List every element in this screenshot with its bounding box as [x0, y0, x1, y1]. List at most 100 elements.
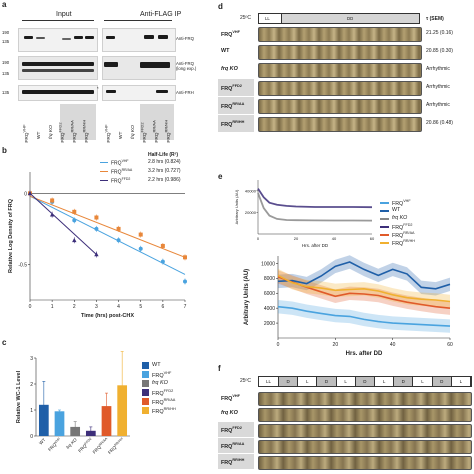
legend-swatch	[142, 407, 149, 414]
data-point	[183, 255, 187, 260]
x-axis-title: Hrs. after DD	[346, 351, 383, 357]
x-tick-label: FRQVHF	[47, 437, 62, 452]
blot-ip-frq	[102, 28, 176, 52]
legend-value: 3.2 hrs (0.727)	[148, 168, 181, 174]
x-tick-label: 2	[73, 304, 76, 310]
x-tick-label: 20	[333, 342, 339, 348]
race-tube	[258, 117, 422, 132]
ld-segment: D	[317, 377, 337, 386]
x-tick-label: 20	[294, 236, 299, 241]
legend-value: 2.2 hrs (0.986)	[148, 177, 181, 183]
y-axis-title: Arbitrary Units (AU)	[244, 269, 250, 325]
tau-value: 21.25 (0.16)	[426, 30, 453, 36]
ip-underline	[104, 20, 172, 21]
x-tick-label: FRQFFD2	[77, 437, 94, 454]
input-underline	[22, 20, 94, 21]
race-tube	[258, 27, 422, 42]
ld-segment: D	[394, 377, 414, 386]
lane-input-frqrrhh: FRQRR/HH	[81, 119, 90, 143]
race-tube	[258, 408, 472, 422]
ld-segment: L	[451, 377, 471, 386]
panel-c-label: c	[2, 338, 7, 347]
data-point	[50, 198, 55, 203]
strain-label: FRQVHF	[221, 30, 240, 38]
lane-ip-wt: WT	[119, 131, 124, 139]
x-tick-label: 0	[29, 304, 32, 310]
x-tick-label: WT	[38, 437, 47, 446]
x-axis-title: Hrs. after DD	[302, 243, 329, 248]
strain-label: WT	[221, 48, 230, 54]
band	[106, 90, 116, 93]
lane-ip-frqvhf: FRQVHF	[103, 124, 112, 143]
panel-f-label: f	[218, 364, 221, 373]
ld-cycle-bar: LL D L D L D L D L D L	[258, 376, 472, 387]
x-tick-label: 0	[257, 236, 260, 241]
legend-label: FRQRR/AA	[392, 231, 415, 239]
legend-label: FRQRR/AA	[152, 398, 176, 406]
race-tube	[258, 392, 472, 406]
data-point	[72, 218, 77, 223]
tau-value: 20.86 (0.48)	[426, 120, 453, 126]
legend-swatch	[380, 234, 389, 236]
y-tick-label: 1	[30, 408, 33, 414]
legend-label: FRQRR/AA	[111, 168, 133, 176]
x-tick-label: FRQRR/HH	[107, 436, 126, 455]
race-tube	[258, 81, 422, 96]
x-tick-label: 5	[139, 304, 142, 310]
x-tick-label: 7	[184, 304, 187, 310]
band	[36, 37, 45, 39]
band	[140, 62, 170, 68]
y-tick-label: 6000	[264, 291, 275, 297]
legend-label: FRQVHF	[152, 371, 172, 379]
legend-label: FRQFFD2	[111, 177, 131, 185]
legend-swatch	[380, 218, 389, 220]
lane-ip-frqrraa: FRQRR/AA	[151, 120, 160, 143]
band	[144, 35, 154, 39]
x-tick-label: 60	[370, 236, 375, 241]
legend-label: WT	[392, 207, 401, 213]
x-tick-label: 60	[447, 342, 453, 348]
x-tick-label: 0	[277, 342, 280, 348]
ld-segment: D	[279, 377, 299, 386]
legend-swatch	[100, 171, 108, 172]
main-luciferase-chart: 10000 8000 6000 4000 2000 0 20 40 60 Hrs. after D…	[244, 255, 453, 357]
mw-135-frh: 135	[2, 90, 10, 95]
y-tick-label: -0.5	[18, 262, 27, 268]
mw-190: 190	[2, 30, 10, 35]
ld-segment: D	[355, 377, 375, 386]
series-band	[278, 255, 450, 296]
legend-label: frq KO	[392, 215, 408, 221]
series-line	[277, 305, 451, 327]
race-tube	[258, 45, 422, 60]
legend-swatch	[142, 398, 149, 405]
x-tick-label: FRQRR/AA	[91, 436, 109, 454]
legend-swatch	[380, 202, 389, 204]
data-point	[116, 226, 121, 231]
legend-title: Half-Life (R²)	[148, 152, 178, 158]
lane-input-frqko: frq KO	[49, 125, 54, 139]
y-tick-label: 0	[30, 434, 33, 440]
row-highlight	[218, 79, 254, 96]
lane-ip-frqko: frq KO	[131, 125, 136, 139]
series-line	[257, 192, 373, 222]
series-line	[257, 188, 373, 209]
tau-value: Arrhythmic	[426, 66, 450, 72]
legend-label: WT	[152, 362, 161, 368]
band	[22, 90, 94, 94]
legend-label: FRQFFD2	[392, 223, 413, 231]
ld-segment: LL	[259, 377, 279, 386]
tau-value: Arrhythmic	[426, 102, 450, 108]
blot-input-frq	[18, 28, 98, 52]
data-point	[116, 238, 121, 243]
ll-text: LL	[265, 16, 270, 21]
y-tick-label: 20000	[245, 210, 257, 215]
race-tube	[258, 99, 422, 114]
race-tube	[258, 440, 472, 454]
data-point	[138, 246, 143, 251]
strain-label: frq KO	[221, 410, 238, 416]
data-point	[160, 259, 165, 264]
lane-input-frqvhf: FRQVHF	[21, 124, 30, 143]
legend-swatch	[142, 371, 149, 378]
legend-swatch	[142, 380, 149, 387]
